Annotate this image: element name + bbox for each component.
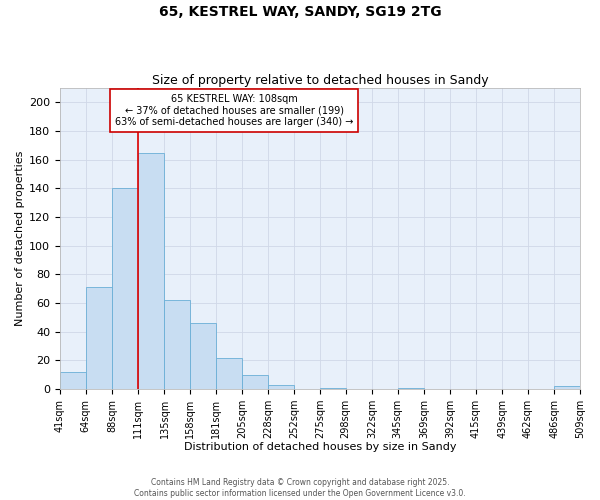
Text: 65, KESTREL WAY, SANDY, SG19 2TG: 65, KESTREL WAY, SANDY, SG19 2TG: [158, 5, 442, 19]
Bar: [242, 375, 268, 389]
Text: Contains HM Land Registry data © Crown copyright and database right 2025.
Contai: Contains HM Land Registry data © Crown c…: [134, 478, 466, 498]
Bar: [86, 288, 112, 389]
Text: 65 KESTREL WAY: 108sqm
← 37% of detached houses are smaller (199)
63% of semi-de: 65 KESTREL WAY: 108sqm ← 37% of detached…: [115, 94, 353, 128]
Bar: [60, 372, 86, 389]
Bar: [112, 188, 138, 389]
Bar: [215, 358, 242, 389]
Bar: [398, 388, 424, 389]
Bar: [268, 385, 295, 389]
Bar: [554, 386, 580, 389]
Bar: [320, 388, 346, 389]
X-axis label: Distribution of detached houses by size in Sandy: Distribution of detached houses by size …: [184, 442, 456, 452]
Bar: [138, 152, 164, 389]
Title: Size of property relative to detached houses in Sandy: Size of property relative to detached ho…: [152, 74, 488, 87]
Bar: [164, 300, 190, 389]
Bar: [190, 323, 215, 389]
Y-axis label: Number of detached properties: Number of detached properties: [15, 151, 25, 326]
